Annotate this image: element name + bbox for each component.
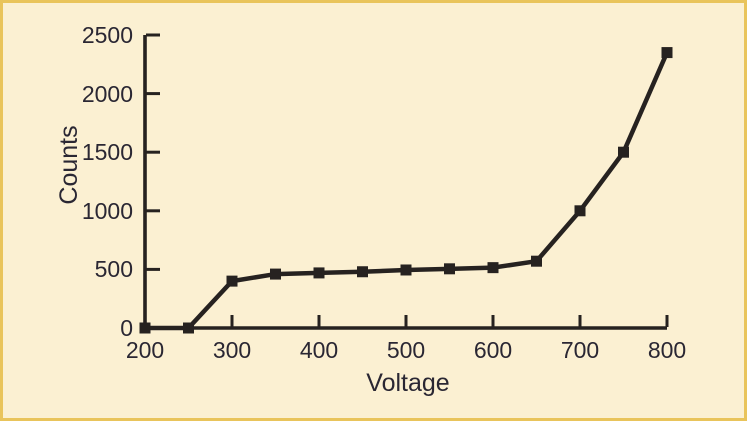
y-tick-label: 2000	[81, 80, 133, 107]
data-point-marker	[226, 275, 238, 287]
data-point-marker	[531, 255, 542, 267]
y-tick-label: 1500	[81, 139, 133, 166]
x-tick-label: 800	[647, 337, 687, 363]
x-tick-label: 400	[299, 337, 339, 363]
x-tick-label: 200	[125, 337, 165, 363]
y-axis-title: Counts	[55, 125, 83, 205]
data-point-marker	[400, 264, 412, 276]
x-tick-label: 700	[560, 337, 600, 363]
data-point-marker	[661, 47, 673, 59]
x-tick-label: 300	[212, 337, 252, 363]
data-point-marker	[183, 322, 194, 334]
data-point-marker	[270, 268, 281, 280]
data-point-marker	[444, 263, 455, 275]
y-tick-label: 2500	[81, 22, 133, 48]
data-point-marker	[313, 267, 325, 279]
x-axis-title: Voltage	[366, 369, 450, 397]
data-point-marker	[139, 322, 151, 334]
y-tick-label: 1000	[81, 197, 133, 224]
x-tick-label: 600	[473, 337, 513, 363]
data-point-marker	[574, 205, 586, 217]
data-series-line	[145, 51, 670, 331]
data-point-marker	[618, 146, 629, 158]
y-tick-label: 500	[94, 256, 133, 283]
data-point-marker	[357, 266, 368, 278]
axis-lines	[143, 35, 667, 330]
data-point-marker	[487, 262, 499, 274]
x-tick-label: 500	[386, 337, 426, 363]
y-tick-label: 0	[120, 315, 133, 341]
